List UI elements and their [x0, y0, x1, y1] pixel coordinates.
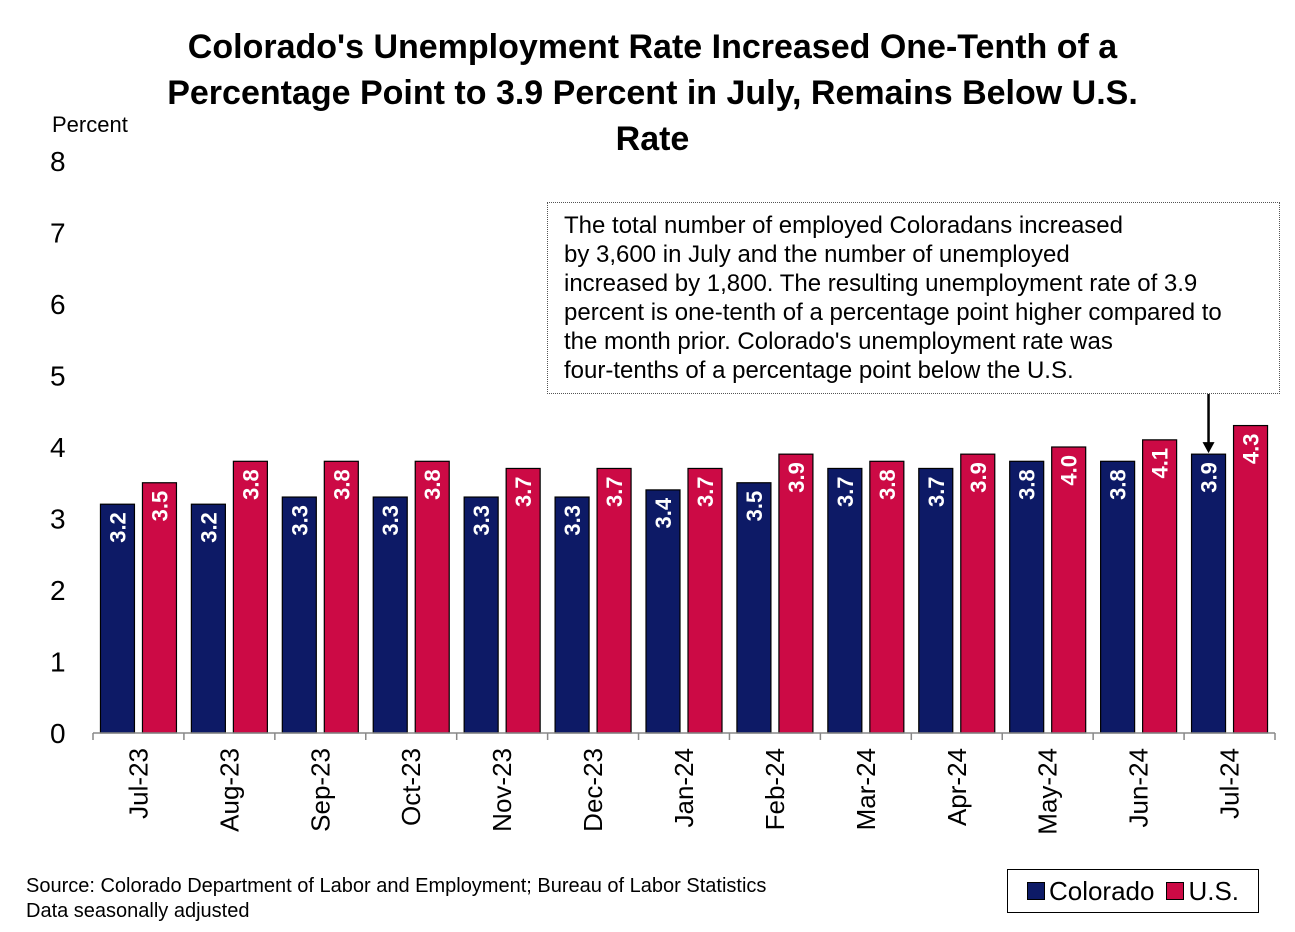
bar-us — [1051, 446, 1087, 734]
bar-us — [141, 482, 178, 734]
data-label: 3.8 — [1015, 469, 1040, 500]
bar-us — [778, 453, 814, 734]
bar-marks: 3.2 3.5 3.2 3.8 3.3 3.8 3.3 3.8 3.3 3.7 3.3 3.7 3.4 3… — [99, 424, 1269, 734]
data-label: 3.2 — [105, 512, 130, 543]
data-label: 3.9 — [784, 462, 809, 493]
x-tick-label: Jul-24 — [1215, 748, 1245, 819]
bar-us — [960, 453, 996, 734]
x-axis: Jul-23 Aug-23 Sep-23 Oct-23 Nov-23 Dec-23 Jan-… — [92, 732, 1276, 835]
data-label: 3.8 — [420, 469, 445, 500]
y-tick-label: 3 — [50, 504, 66, 535]
data-label: 4.1 — [1148, 448, 1173, 479]
bar-us — [232, 460, 268, 734]
data-label: 3.7 — [693, 476, 718, 507]
data-label: 3.3 — [287, 505, 312, 536]
data-label: 4.0 — [1057, 455, 1082, 486]
bar-colorado — [827, 467, 863, 734]
bar-colorado — [918, 467, 954, 734]
legend-label-colorado: Colorado — [1048, 875, 1155, 906]
bar-colorado — [645, 489, 681, 734]
bar-colorado — [736, 482, 772, 734]
x-tick-label: Mar-24 — [851, 748, 881, 830]
legend: Colorado U.S. — [1007, 869, 1259, 913]
bar-colorado — [281, 496, 317, 734]
x-tick-label: Nov-23 — [487, 748, 517, 832]
x-tick-label: Feb-24 — [760, 748, 790, 830]
data-label: 3.7 — [833, 476, 858, 507]
y-tick-label: 4 — [50, 432, 66, 463]
bar-colorado — [554, 496, 590, 734]
bar-us — [869, 460, 905, 734]
bar-us — [323, 460, 359, 734]
data-label: 3.8 — [329, 469, 354, 500]
x-tick-label: Aug-23 — [214, 748, 244, 832]
data-label: 3.7 — [924, 476, 949, 507]
y-tick-label: 8 — [50, 146, 66, 177]
bar-us — [687, 467, 723, 734]
data-label: 3.7 — [511, 476, 536, 507]
chart-title: Colorado's Unemployment Rate Increased O… — [167, 28, 1138, 158]
data-label: 3.8 — [238, 469, 263, 500]
annotation-arrow — [1202, 394, 1215, 454]
bar-us — [596, 467, 632, 734]
legend-item-colorado: Colorado — [1026, 875, 1155, 907]
data-label: 3.5 — [147, 491, 172, 522]
bar-us — [414, 460, 450, 734]
data-label: 3.7 — [602, 476, 627, 507]
x-tick-label: Jul-23 — [123, 748, 153, 819]
x-tick-label: Sep-23 — [305, 748, 335, 832]
data-label: 3.3 — [560, 505, 585, 536]
data-label: 3.5 — [742, 491, 767, 522]
legend-swatch-colorado — [1026, 882, 1045, 900]
data-label: 3.8 — [1106, 469, 1131, 500]
legend-swatch-us — [1166, 882, 1185, 900]
y-tick-label: 7 — [50, 218, 66, 249]
bar-colorado — [99, 503, 136, 734]
source-note: Source: Colorado Department of Labor and… — [26, 875, 767, 922]
legend-item-us: U.S. — [1166, 876, 1239, 907]
data-label: 3.9 — [1197, 462, 1222, 493]
bar-us — [505, 467, 541, 734]
x-tick-label: Jun-24 — [1124, 748, 1154, 828]
x-tick-label: Oct-23 — [396, 748, 426, 826]
data-label: 3.8 — [875, 469, 900, 500]
y-tick-label: 0 — [50, 718, 66, 749]
bar-us — [1232, 424, 1269, 734]
x-tick-label: Apr-24 — [942, 748, 972, 826]
annotation-callout: The total number of employed Coloradans … — [547, 202, 1280, 394]
bar-colorado — [1190, 453, 1227, 734]
y-tick-label: 6 — [50, 289, 66, 320]
legend-label-us: U.S. — [1188, 875, 1240, 906]
data-label: 4.3 — [1239, 434, 1264, 465]
bar-colorado — [1009, 460, 1045, 734]
data-label: 3.2 — [196, 512, 221, 543]
annotation-arrow-head — [1202, 442, 1215, 454]
bar-us — [1142, 439, 1178, 734]
data-label: 3.9 — [966, 462, 991, 493]
data-label: 3.3 — [469, 505, 494, 536]
bar-colorado — [1100, 460, 1136, 734]
y-tick-label: 5 — [50, 361, 66, 392]
y-tick-label: 2 — [50, 575, 66, 606]
y-tick-label: 1 — [50, 647, 66, 678]
y-axis-label: Percent — [52, 112, 128, 137]
x-tick-label: May-24 — [1033, 748, 1063, 835]
x-tick-label: Dec-23 — [578, 748, 608, 832]
data-label: 3.4 — [651, 497, 676, 528]
x-tick-label: Jan-24 — [669, 748, 699, 828]
data-label: 3.3 — [378, 505, 403, 536]
y-axis: 0 1 2 3 4 5 6 7 8 — [50, 146, 66, 749]
